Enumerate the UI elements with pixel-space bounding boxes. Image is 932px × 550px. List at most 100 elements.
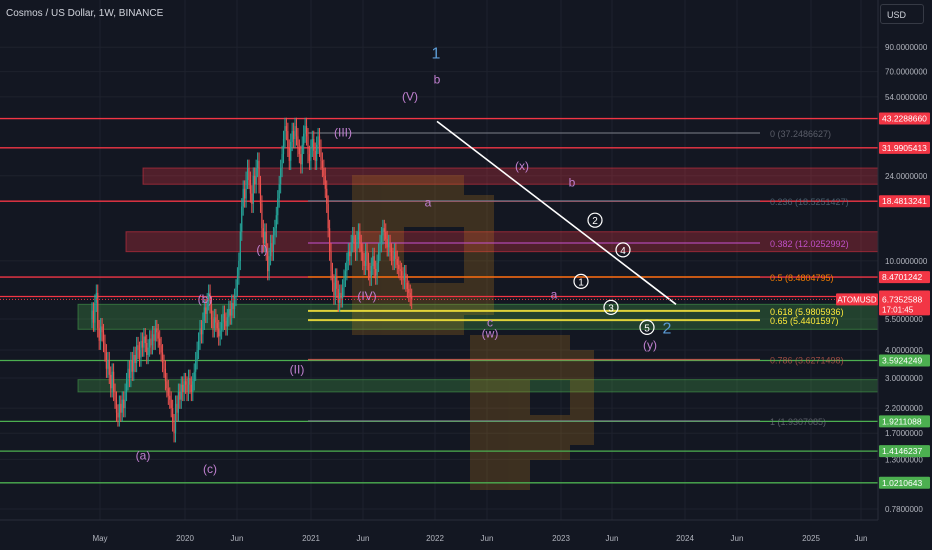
candle-body [244,188,246,199]
candle-body [97,292,99,329]
candle-body [221,322,223,331]
symbol-badge-label: ATOMUSD [837,295,876,304]
wave-circle [587,212,603,228]
candle-body [339,292,341,303]
candle-body [285,126,287,132]
candle-body [379,243,381,252]
candle-body [257,160,259,168]
candle-body [310,147,312,161]
price-tick-label: 10.0000000 [885,257,928,266]
candle-body [241,206,243,232]
candle-body [242,188,244,207]
candle-body [210,304,213,320]
candle-body [311,139,313,148]
candle-body [94,302,96,323]
time-axis[interactable]: May 2020 Jun 2021 Jun 2022 Jun 2023 Jun 2024 Jun 20… [0,519,878,550]
circled-wave-label: 5 [644,323,650,334]
candle-body [281,154,283,168]
wave-label: c [487,315,493,329]
candle-body [222,313,224,323]
candle-body [248,167,250,180]
candle-body [323,167,325,176]
countdown-label: 17:01:45 [882,305,914,314]
candle-body [386,239,388,248]
wave-label: (b) [198,292,213,306]
candle-body [370,265,372,277]
candle-body [373,256,375,270]
wave-circle [603,299,619,316]
candle-body [166,381,168,389]
candle-body [282,139,285,155]
candle-body [255,167,257,185]
fib-level-label: 0 (37.2486627) [770,129,831,139]
candle-body [269,243,272,257]
candle-body [209,292,211,305]
candle-body [265,231,267,252]
candle-body [344,271,347,278]
fib-level-label: 0.382 (12.0252992) [770,239,849,249]
candle-body [259,184,262,204]
candle-body [408,288,410,293]
candle-body [108,360,110,375]
current-price-badge [879,293,930,316]
candle-body [117,412,119,418]
candle-body [399,269,401,272]
wave-label: b [569,175,576,189]
price-tick-label: 5.5000000 [885,315,923,324]
candle-body [324,175,326,189]
candle-body [264,231,266,244]
candle-body [169,395,171,400]
candle-body [376,262,378,276]
candle-body [366,251,368,261]
candle-body [316,144,318,161]
candle-body [336,276,338,289]
candle-body [130,360,132,379]
wave-label: (c) [203,462,217,476]
price-line-badge-label: 1.0210643 [882,478,922,488]
candle-body [254,175,256,185]
candle-body [95,292,97,303]
price-tick-label: 54.0000000 [885,93,928,102]
candle-body [232,302,234,309]
candle-body [372,256,374,266]
circled-wave-label: 4 [620,246,626,257]
candle-body [360,243,362,252]
price-line-badge [879,476,930,489]
candle-body [337,288,339,303]
candle-body [120,403,122,413]
candle-body [118,403,120,418]
price-line-badge-label: 8.4701242 [882,272,922,282]
time-tick-label: 2024 [676,534,694,543]
candle-body [203,307,205,321]
candle-body [409,292,411,298]
candle-body [173,422,175,434]
currency-button[interactable]: USD [880,4,924,24]
fib-retracement[interactable]: 0 (37.2486627) 0.236 (18.5251427) 0.382 (1… [308,129,849,427]
candle-body [206,301,208,314]
candle-body [123,399,125,409]
wave-label: (a) [136,448,151,462]
price-tick-label: 2.2000000 [885,404,923,413]
wave-label: (I) [256,242,267,256]
candle-body [390,251,393,257]
time-tick-label: Jun [481,534,494,543]
candle-body [356,239,358,252]
candle-body [190,384,192,392]
candle-body [185,381,187,385]
time-tick-label: 2023 [552,534,570,543]
candle-body [187,378,190,392]
circled-wave-label: 3 [608,303,614,314]
candle-body [251,193,253,204]
candle-body [401,271,403,276]
candle-body [327,203,329,229]
candle-body [295,126,298,137]
time-tick-label: 2025 [802,534,820,543]
trendline[interactable] [436,120,677,305]
time-tick-label: Jun [731,534,744,543]
candle-body [147,347,149,356]
candle-body [395,251,397,259]
wave-label: a [425,195,432,209]
candle-body [104,342,106,353]
